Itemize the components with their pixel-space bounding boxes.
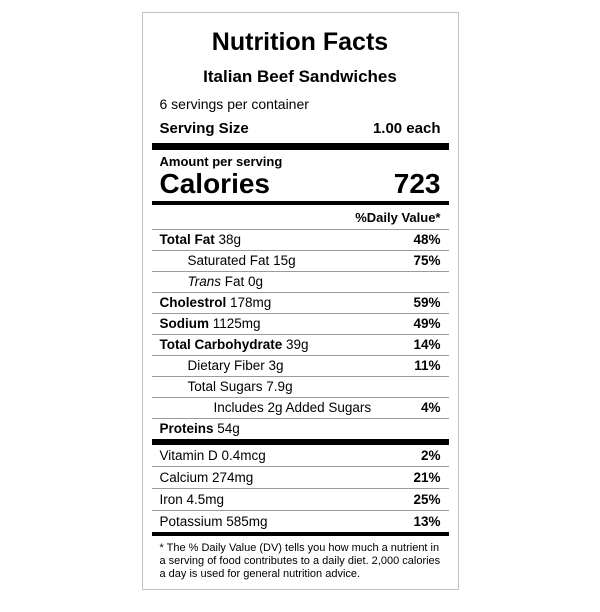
- nutrient-row: Proteins 54g: [151, 418, 449, 439]
- amount-per-serving-label: Amount per serving: [159, 154, 283, 169]
- nutrient-name-amount: Trans Fat 0g: [187, 274, 264, 289]
- nutrient-name-amount: Vitamin D 0.4mcg: [159, 447, 266, 463]
- product-name: Italian Beef Sandwiches: [203, 67, 397, 86]
- nutrient-name-amount: Saturated Fat 15g: [187, 253, 296, 268]
- nutrition-facts-label: Nutrition Facts Italian Beef Sandwiches …: [141, 12, 459, 590]
- vitamin-table: Vitamin D 0.4mcg 2% Calcium 274mg 21% Iron 4…: [151, 445, 449, 532]
- nutrient-name-amount: Cholestrol 178mg: [159, 295, 272, 310]
- thick-divider-top: [151, 143, 449, 150]
- nutrient-row: Trans Fat 0g: [151, 271, 449, 292]
- daily-value-percent: 48%: [413, 232, 441, 247]
- nutrient-row: Cholestrol 178mg 59%: [151, 292, 449, 313]
- nutrient-name-amount: Potassium 585mg: [159, 513, 268, 529]
- nutrient-name-amount: Dietary Fiber 3g: [187, 358, 284, 373]
- vitamin-row: Vitamin D 0.4mcg 2%: [152, 445, 449, 466]
- servings-per-container: 6 servings per container: [159, 96, 309, 112]
- serving-size-row: Serving Size 1.00 each: [152, 121, 449, 137]
- daily-value-percent: 4%: [420, 400, 441, 415]
- vitamin-row: Iron 4.5mg 25%: [151, 488, 449, 510]
- nutrient-name-amount: Total Fat 38g: [159, 232, 242, 247]
- nutrient-row: Saturated Fat 15g 75%: [151, 250, 449, 271]
- vitamin-row: Calcium 274mg 21%: [151, 466, 449, 488]
- nutrient-name-amount: Iron 4.5mg: [159, 491, 225, 507]
- nutrient-row: Sodium 1125mg 49%: [151, 313, 449, 334]
- daily-value-percent: 14%: [413, 337, 441, 352]
- daily-value-percent: 59%: [413, 295, 441, 310]
- nutrient-row: Dietary Fiber 3g 11%: [151, 355, 449, 376]
- nutrient-name-amount: Sodium 1125mg: [159, 316, 261, 331]
- thick-divider-vitamins: [151, 439, 449, 445]
- daily-value-percent: 75%: [413, 253, 441, 268]
- nutrient-row: Total Carbohydrate 39g 14%: [151, 334, 449, 355]
- nutrient-name-amount: Proteins 54g: [159, 421, 240, 436]
- nutrient-name-amount: Total Sugars 7.9g: [187, 379, 293, 394]
- label-title: Nutrition Facts: [211, 28, 389, 56]
- nutrient-name-amount: Includes 2g Added Sugars: [213, 400, 372, 415]
- nutrient-name-amount: Calcium 274mg: [159, 469, 254, 485]
- vitamin-row: Potassium 585mg 13%: [151, 510, 449, 532]
- serving-size-label: Serving Size: [159, 120, 249, 137]
- nutrient-row: Includes 2g Added Sugars 4%: [151, 397, 449, 418]
- daily-value-percent: 2%: [420, 447, 441, 463]
- calories-label: Calories: [159, 168, 271, 199]
- nutrient-row: Total Fat 38g 48%: [151, 229, 449, 250]
- calories-value: 723: [393, 168, 441, 199]
- medium-divider-footnote: [151, 532, 449, 536]
- calories-row: Calories 723: [152, 168, 449, 198]
- daily-value-footnote: * The % Daily Value (DV) tells you how m…: [159, 542, 441, 580]
- daily-value-percent: 49%: [413, 316, 441, 331]
- nutrient-row: Total Sugars 7.9g: [151, 376, 449, 397]
- daily-value-percent: 25%: [413, 491, 441, 507]
- nutrient-name-amount: Total Carbohydrate 39g: [159, 337, 309, 352]
- serving-size-value: 1.00 each: [372, 120, 441, 137]
- daily-value-percent: 21%: [413, 469, 441, 485]
- daily-value-percent: 13%: [413, 513, 441, 529]
- medium-divider-calories: [151, 201, 449, 205]
- nutrient-table: Total Fat 38g 48% Saturated Fat 15g 75% Tran…: [151, 229, 449, 439]
- daily-value-header: %Daily Value*: [355, 210, 441, 225]
- daily-value-percent: 11%: [414, 358, 441, 373]
